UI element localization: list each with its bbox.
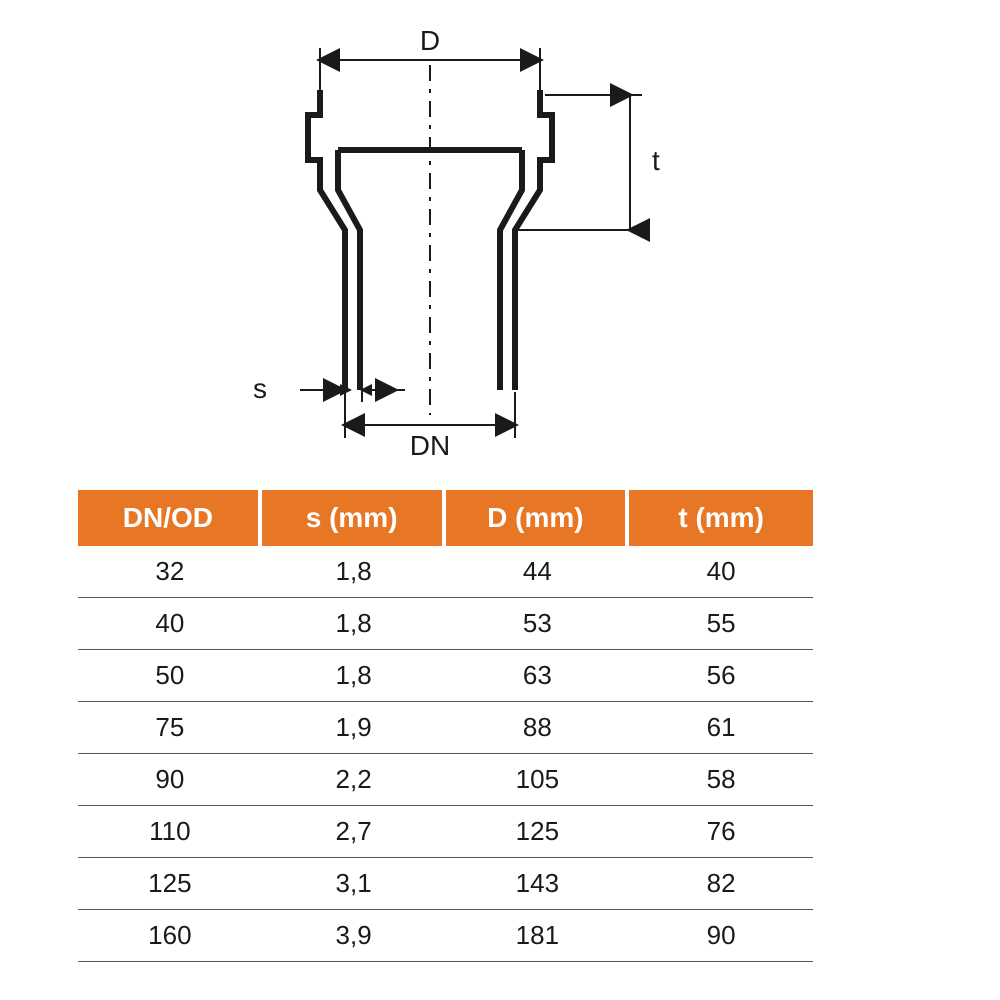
technical-drawing: D t DN s bbox=[200, 20, 760, 460]
table-cell: 50 bbox=[78, 650, 262, 702]
table-cell: 90 bbox=[78, 754, 262, 806]
table-row: 751,98861 bbox=[78, 702, 813, 754]
table-cell: 58 bbox=[629, 754, 813, 806]
table-row: 902,210558 bbox=[78, 754, 813, 806]
table-cell: 1,9 bbox=[262, 702, 446, 754]
table-cell: 63 bbox=[446, 650, 630, 702]
table-row: 501,86356 bbox=[78, 650, 813, 702]
table-cell: 2,7 bbox=[262, 806, 446, 858]
table-row: 321,84440 bbox=[78, 546, 813, 598]
table-cell: 1,8 bbox=[262, 598, 446, 650]
table-cell: 3,9 bbox=[262, 910, 446, 962]
table-cell: 110 bbox=[78, 806, 262, 858]
label-s: s bbox=[253, 373, 267, 404]
table-cell: 53 bbox=[446, 598, 630, 650]
table-header-2: D (mm) bbox=[446, 490, 630, 546]
table-cell: 90 bbox=[629, 910, 813, 962]
table-cell: 61 bbox=[629, 702, 813, 754]
table-cell: 76 bbox=[629, 806, 813, 858]
dimensions-table: DN/ODs (mm)D (mm)t (mm) 321,84440401,853… bbox=[78, 490, 813, 962]
table-header-0: DN/OD bbox=[78, 490, 262, 546]
table-cell: 55 bbox=[629, 598, 813, 650]
table-cell: 1,8 bbox=[262, 546, 446, 598]
table-cell: 88 bbox=[446, 702, 630, 754]
table-cell: 2,2 bbox=[262, 754, 446, 806]
table-cell: 125 bbox=[78, 858, 262, 910]
table-cell: 56 bbox=[629, 650, 813, 702]
table-cell: 160 bbox=[78, 910, 262, 962]
table-row: 401,85355 bbox=[78, 598, 813, 650]
table-cell: 1,8 bbox=[262, 650, 446, 702]
table-cell: 75 bbox=[78, 702, 262, 754]
table-cell: 82 bbox=[629, 858, 813, 910]
label-t: t bbox=[652, 145, 660, 176]
table-cell: 44 bbox=[446, 546, 630, 598]
table-cell: 40 bbox=[629, 546, 813, 598]
table-header-3: t (mm) bbox=[629, 490, 813, 546]
table-cell: 3,1 bbox=[262, 858, 446, 910]
table-row: 1253,114382 bbox=[78, 858, 813, 910]
table-cell: 32 bbox=[78, 546, 262, 598]
table-cell: 105 bbox=[446, 754, 630, 806]
table-row: 1102,712576 bbox=[78, 806, 813, 858]
table-cell: 143 bbox=[446, 858, 630, 910]
label-D: D bbox=[420, 25, 440, 56]
table-row: 1603,918190 bbox=[78, 910, 813, 962]
table-cell: 181 bbox=[446, 910, 630, 962]
table-header-1: s (mm) bbox=[262, 490, 446, 546]
label-DN: DN bbox=[410, 430, 450, 460]
table-cell: 40 bbox=[78, 598, 262, 650]
table-cell: 125 bbox=[446, 806, 630, 858]
